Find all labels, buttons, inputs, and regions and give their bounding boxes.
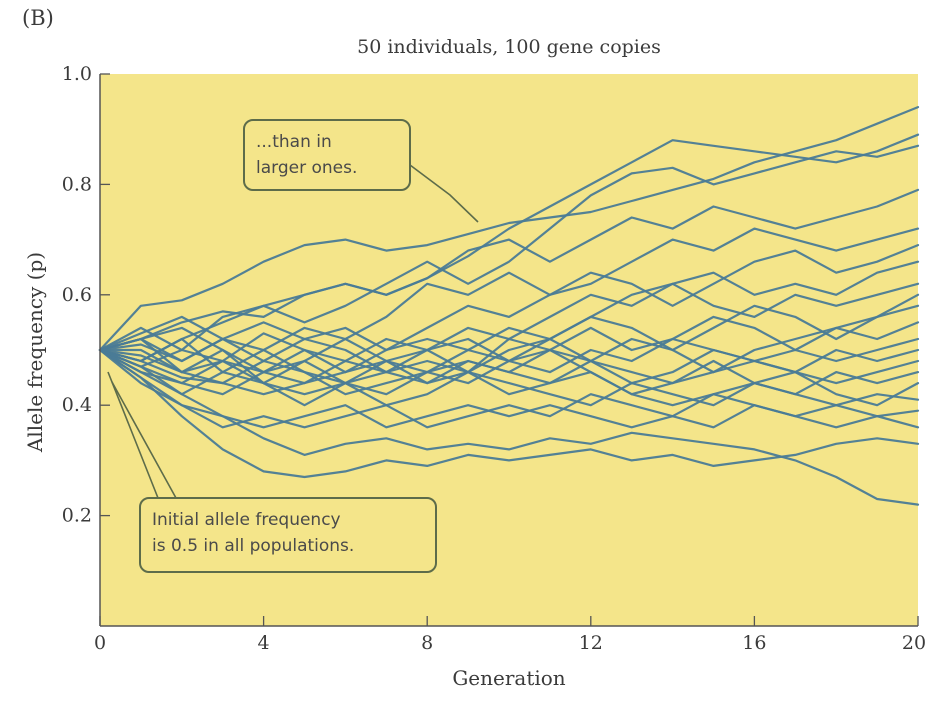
callout-leaders <box>107 164 479 499</box>
chart-title: 50 individuals, 100 gene copies <box>357 36 661 58</box>
y-tick-label-0.6: 0.6 <box>62 284 92 306</box>
series-line-6 <box>98 244 920 374</box>
series-line-16 <box>98 348 920 407</box>
x-tick-label-20: 20 <box>902 632 926 654</box>
y-tick-label-0.8: 0.8 <box>62 173 92 195</box>
panel-letter: (B) <box>22 6 54 30</box>
callout-top-line-1: ...than in <box>256 132 332 152</box>
callout-bottom-line-1: Initial allele frequency <box>152 510 341 530</box>
x-tick-label-8: 8 <box>421 632 433 654</box>
callout-bottom-box <box>139 497 437 573</box>
y-tick-label-1: 1.0 <box>62 63 92 85</box>
series-line-4 <box>98 188 920 363</box>
tick-labels: 0 4 8 12 16 20 0.2 0.4 0.6 0.8 1.0 <box>62 63 926 654</box>
series-line-19 <box>98 348 920 429</box>
leader-top <box>409 164 479 223</box>
callout-top: ...than in larger ones. <box>243 119 411 191</box>
series-line-7 <box>98 260 920 352</box>
series-line-3 <box>98 144 920 352</box>
y-tick-label-0.4: 0.4 <box>62 394 92 416</box>
x-tick-label-12: 12 <box>579 632 603 654</box>
callout-bottom-line-2: is 0.5 in all populations. <box>152 536 354 556</box>
x-axis-title: Generation <box>452 666 566 690</box>
callout-top-box <box>243 119 411 191</box>
callout-top-line-2: larger ones. <box>256 158 357 178</box>
series-line-21 <box>98 348 920 479</box>
series-lines <box>98 105 920 506</box>
x-tick-label-16: 16 <box>742 632 766 654</box>
series-line-17 <box>98 348 920 407</box>
axes <box>99 74 918 627</box>
leader-bottom-1 <box>107 371 159 499</box>
x-tick-label-0: 0 <box>94 632 106 654</box>
leader-bottom-2 <box>111 381 177 499</box>
x-tick-label-4: 4 <box>258 632 270 654</box>
y-tick-label-0.2: 0.2 <box>62 505 92 527</box>
series-line-5 <box>98 227 920 363</box>
callout-bottom: Initial allele frequency is 0.5 in all p… <box>139 497 437 573</box>
